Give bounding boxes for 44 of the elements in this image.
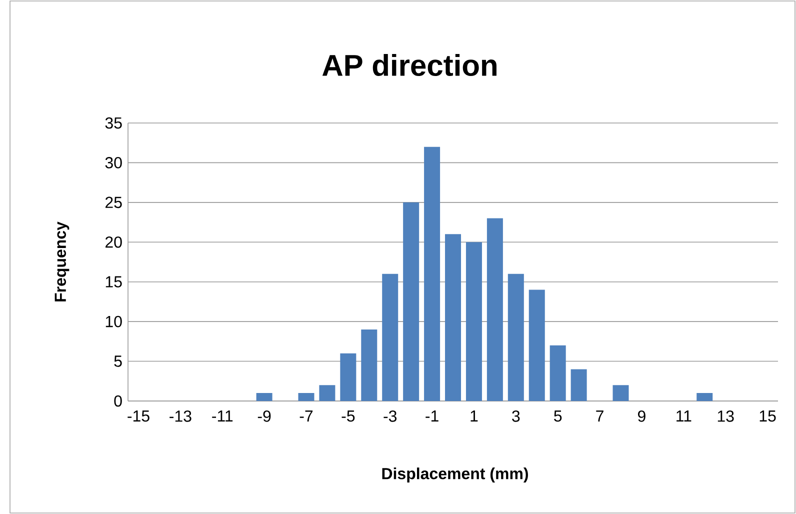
y-tick-label: 30 bbox=[105, 157, 122, 168]
x-tick-label: 7 bbox=[596, 410, 604, 422]
chart-title: AP direction bbox=[322, 54, 496, 76]
bar bbox=[466, 242, 482, 401]
bar bbox=[486, 218, 503, 401]
bar bbox=[319, 385, 336, 401]
bar bbox=[256, 393, 272, 401]
y-tick-label: 35 bbox=[105, 117, 122, 129]
x-tick-label: -11 bbox=[212, 410, 233, 422]
y-tick-label: 15 bbox=[106, 276, 122, 288]
y-tick-label: 0 bbox=[114, 395, 122, 407]
x-axis-title: Displacement (mm) bbox=[382, 468, 528, 482]
bar bbox=[570, 369, 587, 401]
x-tick-label: 15 bbox=[760, 410, 776, 422]
y-axis-title: Frequency bbox=[54, 222, 70, 302]
x-tick-label: -5 bbox=[342, 410, 355, 422]
bar bbox=[445, 234, 462, 401]
y-tick-label: 10 bbox=[106, 316, 122, 328]
y-tick-label: 5 bbox=[114, 356, 122, 367]
bar bbox=[528, 290, 545, 401]
bar bbox=[340, 353, 356, 401]
bar bbox=[298, 393, 314, 401]
x-tick-label: -9 bbox=[258, 410, 271, 422]
x-tick-label: 13 bbox=[718, 410, 734, 422]
bar bbox=[424, 146, 440, 401]
bar bbox=[361, 330, 378, 401]
bar bbox=[403, 202, 420, 401]
bar bbox=[612, 385, 629, 401]
x-tick-label: -13 bbox=[170, 410, 192, 422]
y-tick-label: 25 bbox=[106, 196, 122, 208]
y-tick-label: 20 bbox=[106, 236, 122, 248]
x-tick-label: -3 bbox=[384, 410, 397, 422]
bar bbox=[382, 274, 398, 401]
x-tick-label: 9 bbox=[638, 410, 646, 422]
bar bbox=[508, 274, 524, 401]
bar bbox=[696, 393, 713, 401]
bar bbox=[550, 345, 566, 401]
x-tick-label: -7 bbox=[300, 410, 313, 422]
x-tick-label: 3 bbox=[512, 410, 520, 422]
x-tick-label: -1 bbox=[426, 410, 438, 422]
x-tick-label: 11 bbox=[676, 410, 692, 422]
x-tick-label: -15 bbox=[128, 410, 150, 422]
x-tick-label: 1 bbox=[470, 410, 478, 422]
x-tick-label: 5 bbox=[554, 410, 562, 422]
